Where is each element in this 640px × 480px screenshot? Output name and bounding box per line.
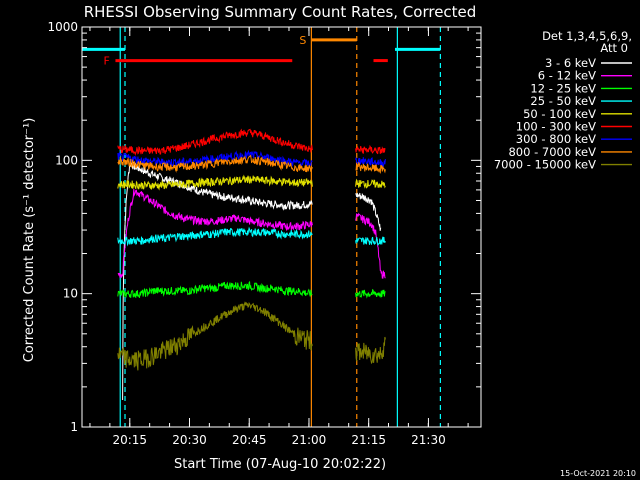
legend-label-3: 25 - 50 keV bbox=[530, 94, 596, 108]
legend-label-8: 7000 - 15000 keV bbox=[494, 158, 596, 172]
legend-label-7: 800 - 7000 keV bbox=[508, 145, 596, 159]
plot-frame bbox=[81, 26, 482, 428]
y-tick-label-1: 10 bbox=[63, 287, 78, 301]
plot-area: F N S bbox=[70, 27, 441, 427]
chart-title: RHESSI Observing Summary Count Rates, Co… bbox=[84, 3, 477, 21]
x-tick-label-3: 21:00 bbox=[292, 433, 327, 447]
legend-label-4: 50 - 100 keV bbox=[523, 107, 596, 121]
series-line-3 bbox=[117, 226, 386, 247]
flag-label-0: F bbox=[103, 55, 109, 68]
flag-label-1: N bbox=[70, 43, 78, 56]
render-timestamp: 15-Oct-2021 20:10 bbox=[560, 469, 636, 478]
series-line-4 bbox=[117, 174, 386, 191]
flag-label-2: S bbox=[299, 34, 306, 47]
legend-label-2: 12 - 25 keV bbox=[530, 81, 596, 95]
x-tick-label-4: 21:15 bbox=[351, 433, 386, 447]
x-tick-label-1: 20:30 bbox=[172, 433, 207, 447]
legend-label-0: 3 - 6 keV bbox=[545, 56, 596, 70]
series-line-2 bbox=[117, 280, 386, 299]
legend-label-5: 100 - 300 keV bbox=[516, 120, 596, 134]
legend-header-line-2: Att 0 bbox=[600, 41, 628, 55]
series-line-5 bbox=[117, 128, 386, 157]
legend-label-1: 6 - 12 keV bbox=[538, 69, 596, 83]
legend-header-line-1: Det 1,3,4,5,6,9, bbox=[542, 29, 632, 43]
series-line-1 bbox=[117, 188, 386, 279]
y-axis-label: Corrected Count Rate (s⁻¹ detector⁻¹) bbox=[22, 118, 37, 363]
legend-label-6: 300 - 800 keV bbox=[516, 132, 596, 146]
series-line-6 bbox=[117, 149, 386, 169]
y-tick-label-3: 1000 bbox=[47, 20, 78, 34]
y-tick-label-2: 100 bbox=[55, 153, 78, 167]
x-tick-label-0: 20:15 bbox=[112, 433, 147, 447]
x-tick-label-5: 21:30 bbox=[411, 433, 446, 447]
x-axis-label: Start Time (07-Aug-10 20:02:22) bbox=[174, 457, 386, 472]
x-tick-label-2: 20:45 bbox=[232, 433, 267, 447]
series-line-8 bbox=[117, 301, 386, 371]
series-line-0 bbox=[122, 161, 382, 401]
series-line-7 bbox=[117, 154, 386, 174]
y-tick-label-0: 1 bbox=[70, 420, 78, 434]
